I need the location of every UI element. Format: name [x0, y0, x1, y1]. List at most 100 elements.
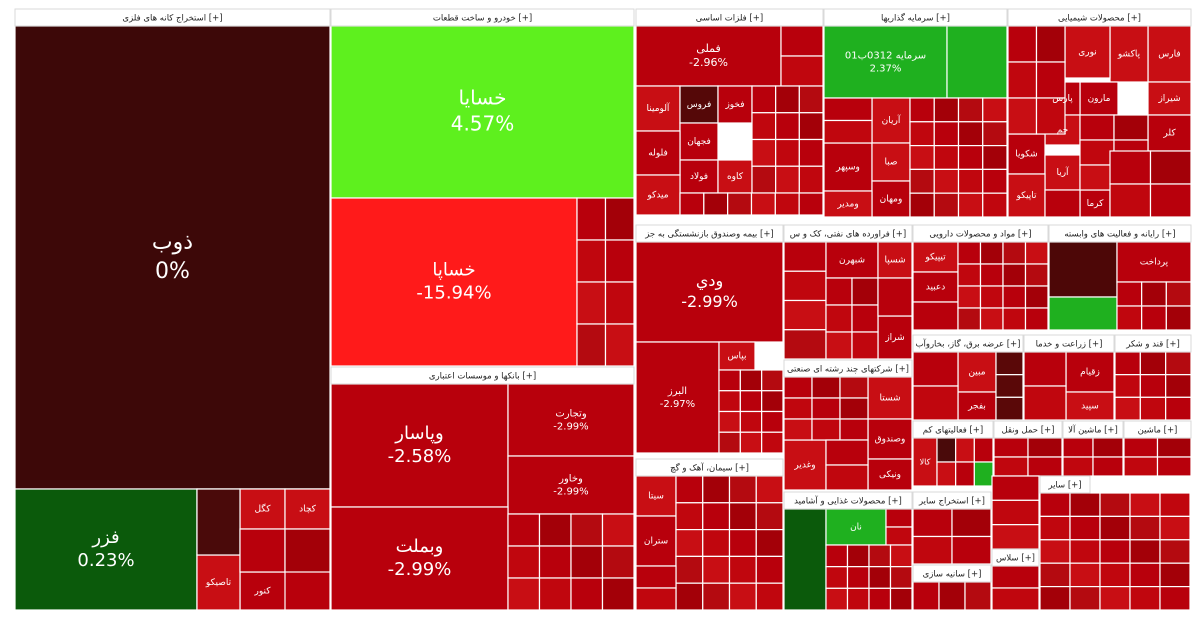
stock-cell[interactable] [1065, 391, 1115, 421]
minor-stock-cell[interactable] [1069, 585, 1101, 611]
minor-stock-cell[interactable] [846, 566, 870, 589]
minor-stock-cell[interactable] [1149, 183, 1192, 218]
minor-stock-cell[interactable] [823, 97, 873, 122]
minor-stock-cell[interactable] [811, 376, 841, 399]
minor-stock-cell[interactable] [576, 281, 607, 325]
minor-stock-cell[interactable] [783, 270, 827, 302]
stock-cell[interactable] [679, 122, 719, 161]
sector-header-label[interactable]: سلاس [+] [996, 554, 1035, 564]
sector-header[interactable] [635, 8, 824, 27]
minor-stock-cell[interactable] [783, 418, 813, 441]
minor-stock-cell[interactable] [783, 241, 827, 272]
stock-cell[interactable] [867, 458, 913, 491]
minor-stock-cell[interactable] [635, 587, 677, 611]
stock-cell[interactable] [635, 85, 681, 132]
minor-stock-cell[interactable] [909, 121, 935, 147]
minor-stock-cell[interactable] [1159, 585, 1191, 611]
minor-stock-cell[interactable] [576, 197, 607, 241]
minor-stock-cell[interactable] [1099, 562, 1131, 588]
sector-header[interactable] [14, 8, 331, 27]
minor-stock-cell[interactable] [1007, 25, 1038, 63]
sector-header-label[interactable]: فلزات اساسی [+] [696, 14, 763, 24]
stock-cell[interactable] [912, 437, 938, 487]
minor-stock-cell[interactable] [957, 263, 982, 287]
minor-stock-cell[interactable] [1039, 562, 1071, 588]
minor-stock-cell[interactable] [839, 418, 869, 441]
sector-header-label[interactable]: فراورده های نفتی، کک و س [+] [790, 230, 906, 240]
sector-header-label[interactable]: ساير [+] [1047, 481, 1081, 491]
sector-header-label[interactable]: فعالیتهای کم [+] [923, 426, 984, 436]
minor-stock-cell[interactable] [1139, 351, 1167, 376]
minor-stock-cell[interactable] [1039, 539, 1071, 564]
minor-stock-cell[interactable] [909, 192, 935, 218]
sector-header-label[interactable]: محصولات شیمیایی [+] [1058, 14, 1141, 24]
minor-stock-cell[interactable] [933, 145, 960, 171]
minor-stock-cell[interactable] [933, 121, 960, 147]
minor-stock-cell[interactable] [775, 138, 800, 167]
sector-header[interactable] [783, 491, 913, 510]
minor-stock-cell[interactable] [798, 85, 824, 114]
minor-stock-cell[interactable] [825, 439, 869, 466]
minor-stock-cell[interactable] [851, 304, 879, 333]
minor-stock-cell[interactable] [912, 581, 940, 611]
minor-stock-cell[interactable] [933, 192, 960, 218]
stock-cell[interactable] [635, 341, 720, 454]
minor-stock-cell[interactable] [538, 513, 572, 547]
minor-stock-cell[interactable] [1123, 437, 1159, 458]
stock-cell[interactable] [330, 506, 509, 611]
minor-stock-cell[interactable] [1023, 351, 1067, 387]
minor-stock-cell[interactable] [750, 192, 776, 216]
stock-cell[interactable] [679, 85, 719, 124]
minor-stock-cell[interactable] [1002, 241, 1027, 265]
minor-stock-cell[interactable] [702, 582, 731, 611]
minor-stock-cell[interactable] [702, 502, 731, 531]
minor-stock-cell[interactable] [991, 475, 1040, 501]
minor-stock-cell[interactable] [1129, 515, 1161, 541]
minor-stock-cell[interactable] [239, 528, 286, 573]
minor-stock-cell[interactable] [933, 97, 960, 123]
stock-cell[interactable] [783, 508, 827, 611]
minor-stock-cell[interactable] [761, 410, 784, 433]
sector-header-label[interactable]: زراعت و خدما [+] [1036, 340, 1103, 350]
minor-stock-cell[interactable] [825, 544, 849, 568]
minor-stock-cell[interactable] [1123, 456, 1159, 477]
sector-header-label[interactable]: قند و شکر [+] [1125, 340, 1180, 350]
minor-stock-cell[interactable] [1114, 351, 1141, 376]
minor-stock-cell[interactable] [601, 577, 635, 611]
minor-stock-cell[interactable] [909, 145, 935, 171]
minor-stock-cell[interactable] [1079, 164, 1115, 191]
minor-stock-cell[interactable] [538, 577, 572, 611]
minor-stock-cell[interactable] [196, 488, 241, 556]
stock-cell[interactable] [507, 455, 635, 515]
minor-stock-cell[interactable] [1079, 139, 1115, 166]
sector-header-label[interactable]: عرضه برق، گاز، بخاروآب [+] [915, 338, 1020, 350]
minor-stock-cell[interactable] [761, 431, 784, 454]
minor-stock-cell[interactable] [739, 410, 763, 433]
minor-stock-cell[interactable] [1114, 396, 1141, 421]
minor-stock-cell[interactable] [1035, 97, 1066, 135]
sector-header[interactable] [330, 8, 635, 27]
sector-header[interactable] [1023, 334, 1115, 353]
stock-cell[interactable] [877, 241, 913, 279]
minor-stock-cell[interactable] [775, 165, 800, 194]
sector-header-label[interactable]: ماشین آلا [+] [1068, 424, 1118, 436]
sector-header[interactable] [330, 366, 635, 385]
minor-stock-cell[interactable] [1113, 114, 1149, 141]
minor-stock-cell[interactable] [811, 418, 841, 441]
stock-cell[interactable] [946, 25, 1008, 99]
minor-stock-cell[interactable] [982, 168, 1008, 194]
stock-cell[interactable] [871, 180, 911, 218]
minor-stock-cell[interactable] [912, 301, 959, 331]
minor-stock-cell[interactable] [751, 112, 777, 141]
minor-stock-cell[interactable] [889, 544, 913, 568]
stock-cell[interactable] [196, 554, 241, 611]
minor-stock-cell[interactable] [751, 165, 777, 194]
stock-cell[interactable] [1048, 241, 1118, 298]
minor-stock-cell[interactable] [780, 55, 824, 87]
stock-cell[interactable] [823, 25, 948, 99]
minor-stock-cell[interactable] [728, 528, 757, 557]
minor-stock-cell[interactable] [755, 528, 784, 557]
minor-stock-cell[interactable] [825, 277, 853, 306]
minor-stock-cell[interactable] [728, 582, 757, 611]
minor-stock-cell[interactable] [728, 555, 757, 584]
